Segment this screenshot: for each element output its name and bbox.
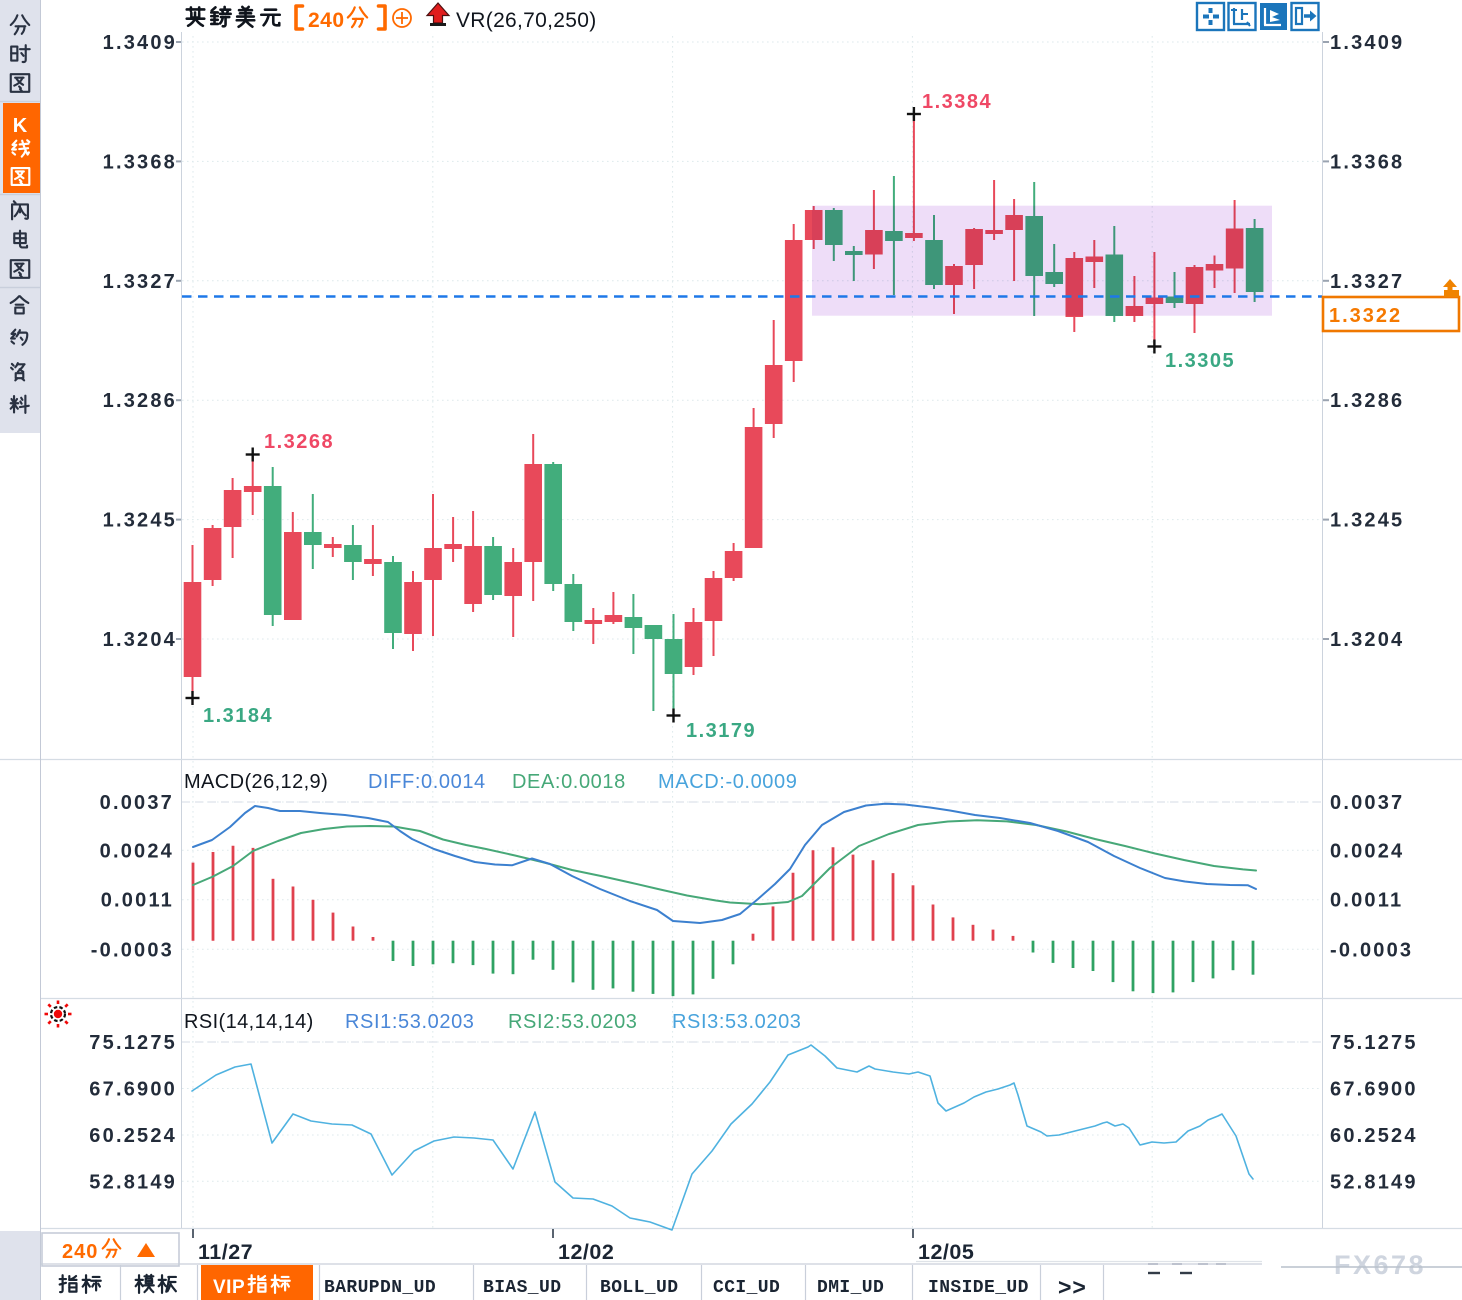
svg-text:67.6900: 67.6900 bbox=[1330, 1079, 1418, 1101]
svg-text:MACD:-0.0009: MACD:-0.0009 bbox=[658, 771, 797, 793]
svg-text:BOLL_UD: BOLL_UD bbox=[600, 1278, 678, 1298]
svg-text:RSI2:53.0203: RSI2:53.0203 bbox=[508, 1011, 638, 1033]
svg-text:1.3268: 1.3268 bbox=[264, 431, 334, 453]
svg-text:DMI_UD: DMI_UD bbox=[817, 1278, 884, 1298]
svg-text:FX678: FX678 bbox=[1334, 1250, 1426, 1280]
svg-text:0.0037: 0.0037 bbox=[1330, 792, 1404, 814]
svg-text:12/02: 12/02 bbox=[558, 1240, 614, 1264]
svg-text:0.0011: 0.0011 bbox=[101, 890, 174, 912]
svg-text:12/05: 12/05 bbox=[918, 1240, 974, 1264]
svg-text:RSI1:53.0203: RSI1:53.0203 bbox=[345, 1011, 475, 1033]
svg-text:>>: >> bbox=[1058, 1274, 1087, 1300]
svg-text:52.8149: 52.8149 bbox=[89, 1171, 177, 1193]
svg-text:1.3384: 1.3384 bbox=[922, 91, 992, 113]
svg-text:1.3245: 1.3245 bbox=[1330, 510, 1404, 532]
svg-text:-0.0003: -0.0003 bbox=[91, 939, 174, 961]
svg-text:240: 240 bbox=[308, 9, 345, 32]
svg-text:1.3368: 1.3368 bbox=[103, 151, 177, 173]
svg-text:DIFF:0.0014: DIFF:0.0014 bbox=[368, 771, 486, 793]
svg-text:CCI_UD: CCI_UD bbox=[713, 1278, 780, 1298]
svg-text:75.1275: 75.1275 bbox=[89, 1032, 177, 1054]
svg-text:MACD(26,12,9): MACD(26,12,9) bbox=[184, 771, 328, 793]
svg-text:60.2524: 60.2524 bbox=[1330, 1125, 1418, 1147]
svg-text:1.3322: 1.3322 bbox=[1329, 305, 1402, 327]
svg-text:BARUPDN_UD: BARUPDN_UD bbox=[324, 1278, 436, 1298]
svg-text:0.0037: 0.0037 bbox=[100, 792, 174, 814]
svg-text:1.3286: 1.3286 bbox=[103, 390, 177, 412]
svg-text:1.3204: 1.3204 bbox=[103, 629, 177, 651]
svg-text:0.0011: 0.0011 bbox=[1330, 890, 1403, 912]
svg-text:RSI(14,14,14): RSI(14,14,14) bbox=[184, 1011, 314, 1033]
svg-text:11/27: 11/27 bbox=[198, 1240, 253, 1264]
svg-text:1.3327: 1.3327 bbox=[1330, 271, 1404, 293]
svg-text:0.0024: 0.0024 bbox=[1330, 840, 1404, 862]
svg-text:240: 240 bbox=[62, 1241, 98, 1263]
svg-text:0.0024: 0.0024 bbox=[100, 840, 174, 862]
svg-text:BIAS_UD: BIAS_UD bbox=[483, 1278, 561, 1298]
svg-text:1.3245: 1.3245 bbox=[103, 510, 177, 532]
svg-text:1.3286: 1.3286 bbox=[1330, 390, 1404, 412]
svg-text:-0.0003: -0.0003 bbox=[1330, 939, 1413, 961]
svg-text:1.3184: 1.3184 bbox=[203, 705, 273, 727]
svg-text:67.6900: 67.6900 bbox=[89, 1079, 177, 1101]
svg-text:K: K bbox=[13, 115, 28, 137]
svg-text:DEA:0.0018: DEA:0.0018 bbox=[512, 771, 626, 793]
svg-text:1.3204: 1.3204 bbox=[1330, 629, 1404, 651]
svg-text:1.3409: 1.3409 bbox=[103, 32, 177, 54]
svg-text:1.3327: 1.3327 bbox=[103, 271, 177, 293]
svg-text:RSI3:53.0203: RSI3:53.0203 bbox=[672, 1011, 802, 1033]
svg-text:60.2524: 60.2524 bbox=[89, 1125, 177, 1147]
svg-text:VIP: VIP bbox=[213, 1277, 245, 1298]
svg-text:1.3368: 1.3368 bbox=[1330, 151, 1404, 173]
svg-text:75.1275: 75.1275 bbox=[1330, 1032, 1418, 1054]
svg-text:52.8149: 52.8149 bbox=[1330, 1171, 1418, 1193]
svg-text:VR(26,70,250): VR(26,70,250) bbox=[456, 9, 596, 32]
svg-text:1.3409: 1.3409 bbox=[1330, 32, 1404, 54]
svg-text:1.3179: 1.3179 bbox=[686, 720, 756, 742]
svg-text:INSIDE_UD: INSIDE_UD bbox=[928, 1278, 1029, 1298]
svg-text:1.3305: 1.3305 bbox=[1165, 350, 1235, 372]
